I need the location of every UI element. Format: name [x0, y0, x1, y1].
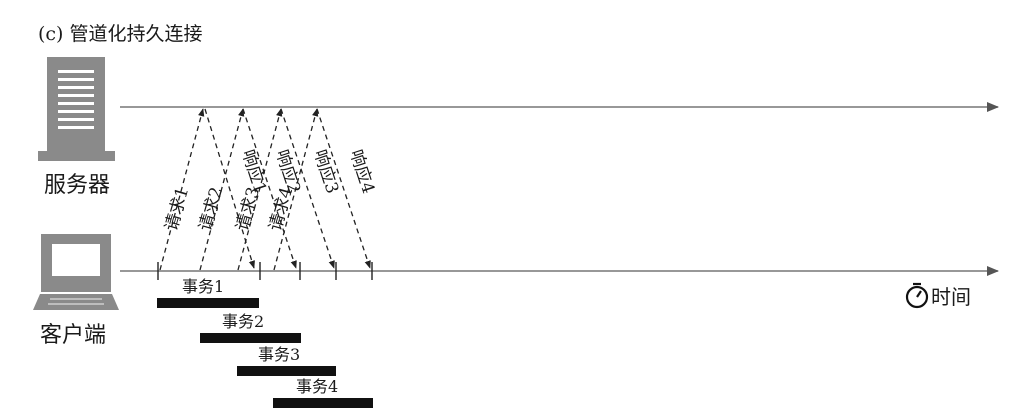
- response-3-label: 响应3: [309, 147, 342, 196]
- client-label: 客户端: [40, 323, 106, 348]
- server-icon: [38, 57, 115, 161]
- transaction-3-label: 事务3: [258, 345, 300, 364]
- request-3-arrow: [237, 108, 283, 271]
- transaction-4-label: 事务4: [296, 377, 338, 396]
- transaction-1-label: 事务1: [182, 277, 224, 296]
- response-3-arrow: [280, 108, 335, 269]
- transaction-2-label: 事务2: [222, 312, 264, 331]
- client-computer-icon: [33, 234, 119, 310]
- transaction-2-bar: [200, 333, 301, 343]
- response-2-arrow: [242, 108, 297, 269]
- request-2-arrow: [199, 108, 245, 271]
- diagram-title: (c) 管道化持久连接: [38, 23, 203, 45]
- response-4-label: 响应4: [345, 147, 378, 196]
- request-2-label: 请求2: [196, 185, 228, 234]
- transaction-1-bar: [157, 298, 259, 308]
- request-1-arrow: [159, 108, 205, 271]
- time-label: 时间: [931, 285, 971, 309]
- client-tick-marks: [157, 262, 373, 280]
- stopwatch-icon: [905, 282, 929, 309]
- request-1-label: 请求1: [162, 185, 194, 234]
- transaction-4-bar: [273, 398, 373, 408]
- server-label: 服务器: [44, 173, 110, 198]
- request-4-arrow: [273, 108, 319, 271]
- transaction-3-bar: [237, 366, 336, 376]
- response-1-arrow: [204, 108, 255, 269]
- response-1-label: 响应1: [237, 147, 270, 196]
- response-4-arrow: [316, 108, 371, 269]
